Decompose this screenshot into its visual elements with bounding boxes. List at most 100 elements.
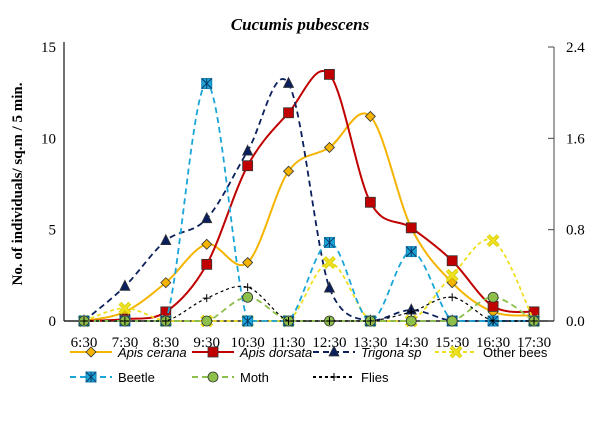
legend-item: Flies [313,370,389,385]
x-tick-label: 14:30 [394,335,428,351]
legend-marker [330,373,338,381]
legend-marker [85,346,97,358]
x-tick-label: 13:30 [353,335,387,351]
legend-item: Apis cerana [70,345,187,360]
series-line [83,70,535,322]
data-point [325,317,334,325]
y2-tick-label: 2.4 [566,40,585,56]
y2-tick-label: 1.6 [566,131,585,147]
y-tick-label: 10 [41,131,56,147]
series-moth [78,291,540,327]
y2-tick-label: 0.8 [566,223,585,239]
data-point [323,141,336,154]
y2-tick-label: 0.0 [566,314,585,330]
data-point [446,255,458,267]
legend-marker [207,371,219,383]
marker-stroke [119,302,131,315]
data-point [160,277,172,289]
legend-label: Apis cerana [117,345,187,360]
marker-stroke [242,315,253,327]
data-point [201,315,213,327]
marker-stroke [446,269,459,282]
data-point [323,281,336,293]
legend-item: Apis dorsata [192,345,312,360]
x-tick-label: 7:30 [112,335,139,351]
data-point [366,317,375,325]
marker-stroke [487,234,499,247]
x-tick-label: 17:30 [517,335,551,351]
x-tick-label: 11:30 [272,335,306,351]
data-point [445,268,459,282]
data-point [323,236,335,248]
series-line [83,78,534,322]
data-point [324,69,335,80]
data-point [486,234,500,248]
legend-marker [207,346,219,358]
y-tick-label: 15 [41,40,56,56]
data-point [405,315,417,327]
chart-title: Cucumis pubescens [231,15,370,34]
y-axis-label: No. of individuals/ sq.m / 5 min. [10,82,26,285]
marker-stroke [324,237,335,248]
data-point [242,291,254,303]
data-point [202,294,211,303]
data-point [160,233,172,246]
series-line [83,238,535,322]
data-point [405,246,417,258]
data-point [120,317,129,325]
marker-stroke [450,346,462,358]
x-tick-label: 8:30 [152,335,179,351]
data-point [323,256,336,269]
legend-label: Trigona sp [361,345,421,360]
x-tick-label: 16:30 [476,335,510,351]
marker-stroke [405,246,417,257]
data-point [242,256,254,269]
data-point [242,315,254,327]
y-tick-label: 0 [49,314,57,330]
data-point [80,317,88,325]
data-point [201,238,213,250]
data-point [161,317,170,325]
legend-label: Moth [240,370,269,385]
x-tick-label: 10:30 [231,335,265,351]
data-point [282,76,295,88]
data-point [201,211,213,224]
legend-marker [328,345,340,357]
data-point [407,307,416,316]
legend-marker [449,345,463,359]
data-point [405,222,417,234]
series-line [84,82,534,322]
legend-label: Other bees [483,345,548,360]
series-flies [80,283,538,325]
x-tick-label: 6:30 [71,335,98,351]
legend-item: Trigona sp [313,345,421,360]
data-point [284,317,293,325]
data-point [201,78,213,90]
data-point [446,315,458,327]
y-tick-label: 5 [49,223,57,239]
data-point [201,258,213,270]
data-point [364,110,376,122]
data-point [448,293,457,302]
marker-stroke [85,371,97,383]
data-point [487,300,499,312]
data-point [489,317,498,325]
marker-stroke [323,256,336,269]
legend-item: Moth [192,370,269,385]
data-point [118,301,132,315]
data-point [241,144,254,156]
x-tick-label: 12:30 [312,335,346,351]
legend-label: Apis dorsata [239,345,312,360]
data-point [243,283,252,292]
data-point [487,291,499,303]
marker-stroke [201,78,213,89]
legend-item: Other bees [435,345,548,360]
legend-label: Flies [361,370,389,385]
data-point [283,107,294,119]
data-point [364,196,376,208]
series-apis-cerana [78,110,540,327]
legend-label: Beetle [118,370,155,385]
legend-marker [85,371,97,383]
data-point [119,279,131,291]
